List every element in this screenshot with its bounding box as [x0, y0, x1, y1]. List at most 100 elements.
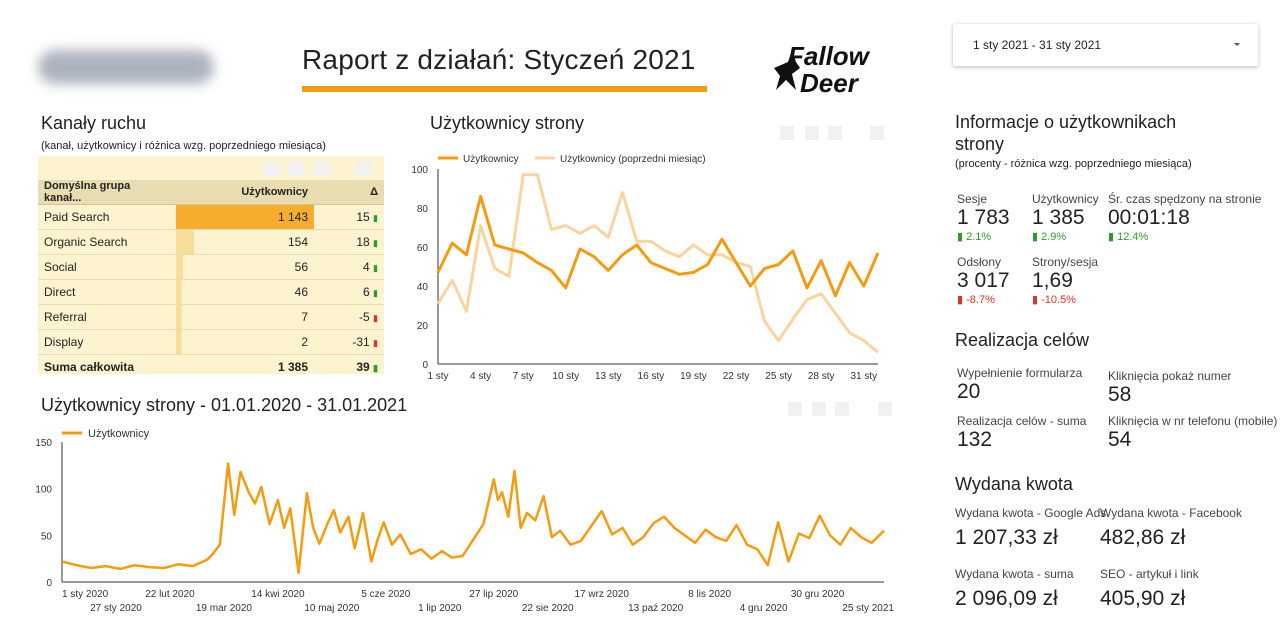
kpi-pages-per-session: Strony/sesja 1,69 ▮ -10.5% — [1032, 255, 1098, 306]
x-tick-label: 25 sty 2021 — [842, 603, 894, 614]
spend-value: 2 096,09 zł — [955, 587, 1058, 610]
kpi-avg-time: Śr. czas spędzony na stronie 00:01:18 ▮ … — [1108, 192, 1261, 243]
legend-label: Użytkownicy — [88, 428, 150, 440]
spend-google-ads: Wydana kwota - Google Ads 1 207,33 zł — [955, 506, 1106, 550]
toolbar-square-icon[interactable] — [264, 162, 280, 176]
arrow-up-icon: ▮ — [373, 213, 378, 223]
channel-cell: Direct — [38, 279, 176, 305]
x-tick-label: 10 maj 2020 — [304, 603, 359, 614]
kpi-sessions: Sesje 1 783 ▮ 2.1% — [957, 192, 1010, 243]
kpi-value: 1 783 — [957, 206, 1010, 229]
x-tick-label: 10 sty — [552, 371, 579, 382]
goal-form: Wypełnienie formularza 20 — [957, 366, 1082, 404]
y-tick-label: 20 — [417, 321, 429, 332]
yearly-chart-title: Użytkownicy strony - 01.01.2020 - 31.01.… — [41, 395, 408, 415]
table-row[interactable]: Organic Search 154 18 ▮ — [38, 229, 384, 255]
arrow-up-icon: ▮ — [957, 231, 967, 243]
x-tick-label: 30 gru 2020 — [791, 589, 845, 600]
deer-icon — [774, 50, 800, 90]
x-tick-label: 19 sty — [680, 371, 707, 382]
traffic-table-card: Domyślna grupa kanał... Użytkownicy Δ Pa… — [38, 156, 384, 374]
x-tick-label: 27 lip 2020 — [469, 589, 518, 600]
table-row[interactable]: Direct 46 6 ▮ — [38, 279, 384, 305]
kpi-value: 3 017 — [957, 269, 1010, 292]
goals-title: Realizacja celów — [955, 330, 1090, 350]
toolbar-square-icon[interactable] — [356, 162, 372, 176]
users-cell: 2 — [176, 329, 314, 355]
goal-label: Kliknięcia w nr telefonu (mobile) — [1108, 414, 1278, 428]
table-row[interactable]: Display 2 -31 ▮ — [38, 329, 384, 355]
spend-label: Wydana kwota - Facebook — [1100, 506, 1242, 520]
chart-control-icon[interactable] — [805, 126, 819, 140]
fallow-deer-logo: Fallow Deer — [774, 41, 871, 98]
arrow-up-icon: ▮ — [1108, 231, 1118, 243]
chevron-down-icon[interactable] — [1234, 43, 1240, 46]
delta-cell: -5 ▮ — [314, 304, 384, 330]
spend-title: Wydana kwota — [955, 474, 1073, 494]
delta-cell: 4 ▮ — [314, 254, 384, 280]
users-cell: 46 — [176, 279, 314, 305]
chart-control-icon[interactable] — [828, 126, 842, 140]
goal-show-number: Kliknięcia pokaż numer 58 — [1108, 369, 1231, 407]
table-row[interactable]: Paid Search 1 143 15 ▮ — [38, 204, 384, 230]
chart-control-icon[interactable] — [788, 402, 802, 416]
logo-line2: Deer — [800, 68, 860, 98]
x-tick-label: 22 lut 2020 — [145, 589, 195, 600]
arrow-up-icon: ▮ — [373, 238, 378, 248]
kpi-label: Sesje — [957, 192, 988, 206]
spend-label: Wydana kwota - suma — [955, 567, 1074, 581]
x-tick-label: 19 mar 2020 — [196, 603, 253, 614]
x-tick-label: 14 kwi 2020 — [251, 589, 305, 600]
channel-cell: Display — [38, 329, 176, 355]
users-chart-title: Użytkownicy strony — [430, 113, 585, 133]
total-label: Suma całkowita — [44, 359, 135, 374]
kpi-delta: ▮ 2.1% — [957, 231, 992, 243]
toolbar-square-icon[interactable] — [314, 162, 330, 176]
table-header-row: Domyślna grupa kanał... Użytkownicy Δ — [38, 180, 384, 205]
x-tick-label: 27 sty 2020 — [90, 603, 142, 614]
arrow-up-icon: ▮ — [373, 362, 378, 373]
x-tick-label: 13 paź 2020 — [628, 603, 683, 614]
date-range-selector[interactable]: 1 sty 2021 - 31 sty 2021 — [953, 24, 1258, 66]
info-title-1: Informacje o użytkownikach — [955, 112, 1177, 132]
column-header-users[interactable]: Użytkownicy — [176, 180, 314, 205]
column-header-channel[interactable]: Domyślna grupa kanał... — [38, 180, 176, 205]
deer-mark-shape — [774, 50, 800, 90]
legend-label: Użytkownicy (poprzedni miesiąc) — [560, 154, 706, 165]
x-tick-label: 7 sty — [513, 371, 534, 382]
y-tick-label: 50 — [41, 531, 53, 542]
chart-control-icon[interactable] — [878, 402, 892, 416]
blurred-logo — [38, 50, 214, 84]
logo-line1: Fallow — [788, 41, 871, 71]
x-tick-label: 16 sty — [638, 371, 665, 382]
column-header-delta[interactable]: Δ — [314, 180, 384, 205]
goal-value: 54 — [1108, 428, 1132, 451]
spend-facebook: Wydana kwota - Facebook 482,86 zł — [1100, 506, 1242, 550]
x-tick-label: 31 sty — [850, 371, 877, 382]
kpi-label: Użytkownicy — [1032, 192, 1099, 206]
table-row[interactable]: Social 56 4 ▮ — [38, 254, 384, 280]
table-row[interactable]: Referral 7 -5 ▮ — [38, 304, 384, 330]
chart-control-icon[interactable] — [835, 402, 849, 416]
users-cell: 56 — [176, 254, 314, 280]
spend-value: 405,90 zł — [1100, 587, 1186, 610]
total-users: 1 385 — [277, 359, 308, 374]
chart-control-icon[interactable] — [812, 402, 826, 416]
toolbar-square-icon[interactable] — [288, 162, 304, 176]
chart-control-icon[interactable] — [870, 126, 884, 140]
x-tick-label: 22 sie 2020 — [522, 603, 574, 614]
goal-value: 58 — [1108, 383, 1132, 406]
x-tick-label: 5 cze 2020 — [361, 589, 410, 600]
spend-value: 482,86 zł — [1100, 526, 1186, 549]
x-tick-label: 1 lip 2020 — [418, 603, 462, 614]
kpi-delta: ▮ 12.4% — [1108, 231, 1149, 243]
goal-label: Kliknięcia pokaż numer — [1108, 369, 1232, 383]
y-tick-label: 150 — [35, 438, 52, 449]
chart-control-icon[interactable] — [780, 126, 794, 140]
y-tick-label: 80 — [417, 204, 429, 215]
goal-value: 20 — [957, 380, 981, 403]
y-tick-label: 0 — [46, 578, 52, 589]
y-tick-label: 60 — [417, 243, 429, 254]
goal-phone-clicks: Kliknięcia w nr telefonu (mobile) 54 — [1108, 414, 1277, 452]
kpi-pageviews: Odsłony 3 017 ▮ -8.7% — [957, 255, 1010, 306]
